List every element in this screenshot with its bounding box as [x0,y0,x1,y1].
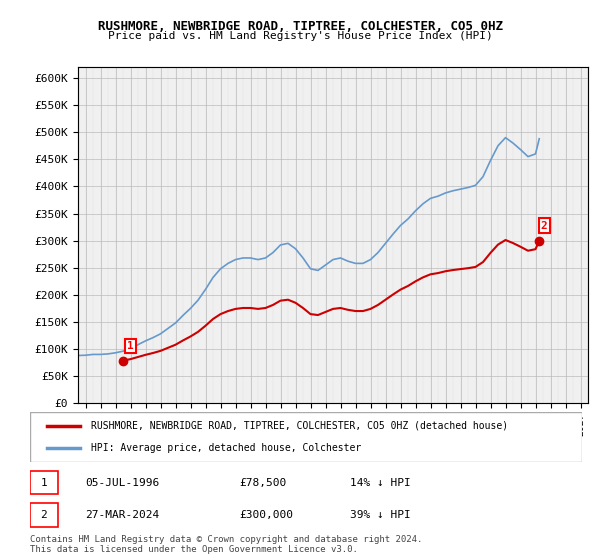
Text: RUSHMORE, NEWBRIDGE ROAD, TIPTREE, COLCHESTER, CO5 0HZ: RUSHMORE, NEWBRIDGE ROAD, TIPTREE, COLCH… [97,20,503,32]
FancyBboxPatch shape [30,472,58,494]
Text: 05-JUL-1996: 05-JUL-1996 [85,478,160,488]
Text: £300,000: £300,000 [240,510,294,520]
Text: 2: 2 [40,510,47,520]
Text: £78,500: £78,500 [240,478,287,488]
Text: 14% ↓ HPI: 14% ↓ HPI [350,478,411,488]
Text: 39% ↓ HPI: 39% ↓ HPI [350,510,411,520]
Text: 1: 1 [128,340,134,351]
Text: 27-MAR-2024: 27-MAR-2024 [85,510,160,520]
FancyBboxPatch shape [30,503,58,526]
FancyBboxPatch shape [30,412,582,462]
Text: HPI: Average price, detached house, Colchester: HPI: Average price, detached house, Colc… [91,443,361,453]
Text: RUSHMORE, NEWBRIDGE ROAD, TIPTREE, COLCHESTER, CO5 0HZ (detached house): RUSHMORE, NEWBRIDGE ROAD, TIPTREE, COLCH… [91,421,508,431]
Text: 2: 2 [541,221,548,231]
Text: Contains HM Land Registry data © Crown copyright and database right 2024.
This d: Contains HM Land Registry data © Crown c… [30,535,422,554]
Text: Price paid vs. HM Land Registry's House Price Index (HPI): Price paid vs. HM Land Registry's House … [107,31,493,41]
Text: 1: 1 [40,478,47,488]
